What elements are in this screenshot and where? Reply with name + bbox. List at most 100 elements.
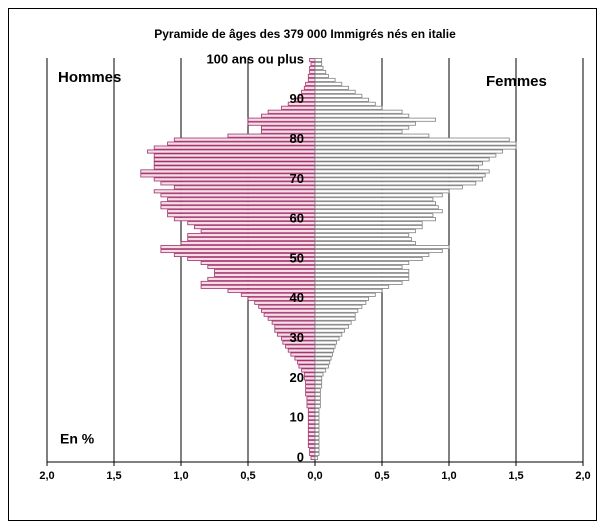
y-tick-label: 0 [297,449,304,464]
bar [298,364,316,369]
bar [294,356,316,361]
annotation: En % [60,431,95,447]
bar [307,73,316,78]
bar [309,452,316,457]
bar [314,185,463,190]
bar [314,217,436,222]
bar [314,412,320,417]
bar [214,272,316,277]
y-tick-label: 60 [290,211,304,226]
bar [314,65,324,70]
bar [314,133,430,138]
bar [153,153,316,158]
y-tick-label: 10 [290,410,304,425]
bar [281,105,316,110]
bar [305,384,316,389]
bar [314,141,517,146]
bar [309,448,316,453]
bar [200,284,316,289]
bar [314,193,443,198]
bar [314,157,490,162]
bar [147,149,316,154]
bar [153,145,316,150]
bar [314,336,340,341]
y-tick-label: 30 [290,330,304,345]
bar [314,81,343,86]
bar [314,428,320,433]
bar [180,241,316,246]
bar [314,356,332,361]
bar [200,280,316,285]
y-tick-label: 50 [290,250,304,265]
bar [314,249,443,254]
bar [187,237,316,242]
bar [207,264,316,269]
bar [305,392,316,397]
bar [160,201,316,206]
bar [314,452,320,457]
bar [307,416,316,421]
bar [314,221,423,226]
bar [314,268,410,273]
bar [307,428,316,433]
bar [314,304,363,309]
bar [314,137,510,142]
bar [307,444,316,449]
bar [307,420,316,425]
x-tick-label: 1,0 [173,470,188,482]
bar [314,241,416,246]
bar [314,300,367,305]
x-tick-label: 0,5 [240,470,255,482]
bar [200,229,316,234]
bar [314,444,320,449]
bar [314,340,337,345]
bar [314,121,416,126]
bar [314,328,345,333]
x-tick-label: 1,5 [508,470,523,482]
bar [314,292,376,297]
bar [314,165,479,170]
bar [303,85,316,90]
bar [274,324,316,329]
bar [314,368,327,373]
bar [314,58,323,62]
bar [314,129,403,134]
bar [314,145,517,150]
bar [314,173,486,178]
x-tick-label: 1,0 [441,470,456,482]
bar [314,404,321,409]
bar [207,276,316,281]
bar [260,113,316,118]
y-tick-label: 20 [290,370,304,385]
bar [307,408,316,413]
bar [307,424,316,429]
bar [167,197,316,202]
bar [309,65,316,70]
bar [314,400,321,405]
bar [314,237,412,242]
bar [314,73,329,78]
bar [260,129,316,134]
bar [314,117,436,122]
bar [307,412,316,417]
bar [314,308,359,313]
bar [263,312,316,317]
bar [267,109,316,114]
bar [314,257,423,261]
x-tick-label: 1,5 [106,470,121,482]
bar [314,384,323,389]
bar [314,181,477,186]
bar [314,312,356,317]
bar [290,352,316,357]
series-label: Hommes [58,69,121,86]
bar [314,436,320,441]
bar [310,61,316,66]
bar [314,408,320,413]
bar [306,404,316,409]
bar [193,225,316,230]
bar [314,324,349,329]
bar [247,117,316,122]
bar [314,284,390,289]
bar [307,440,316,445]
